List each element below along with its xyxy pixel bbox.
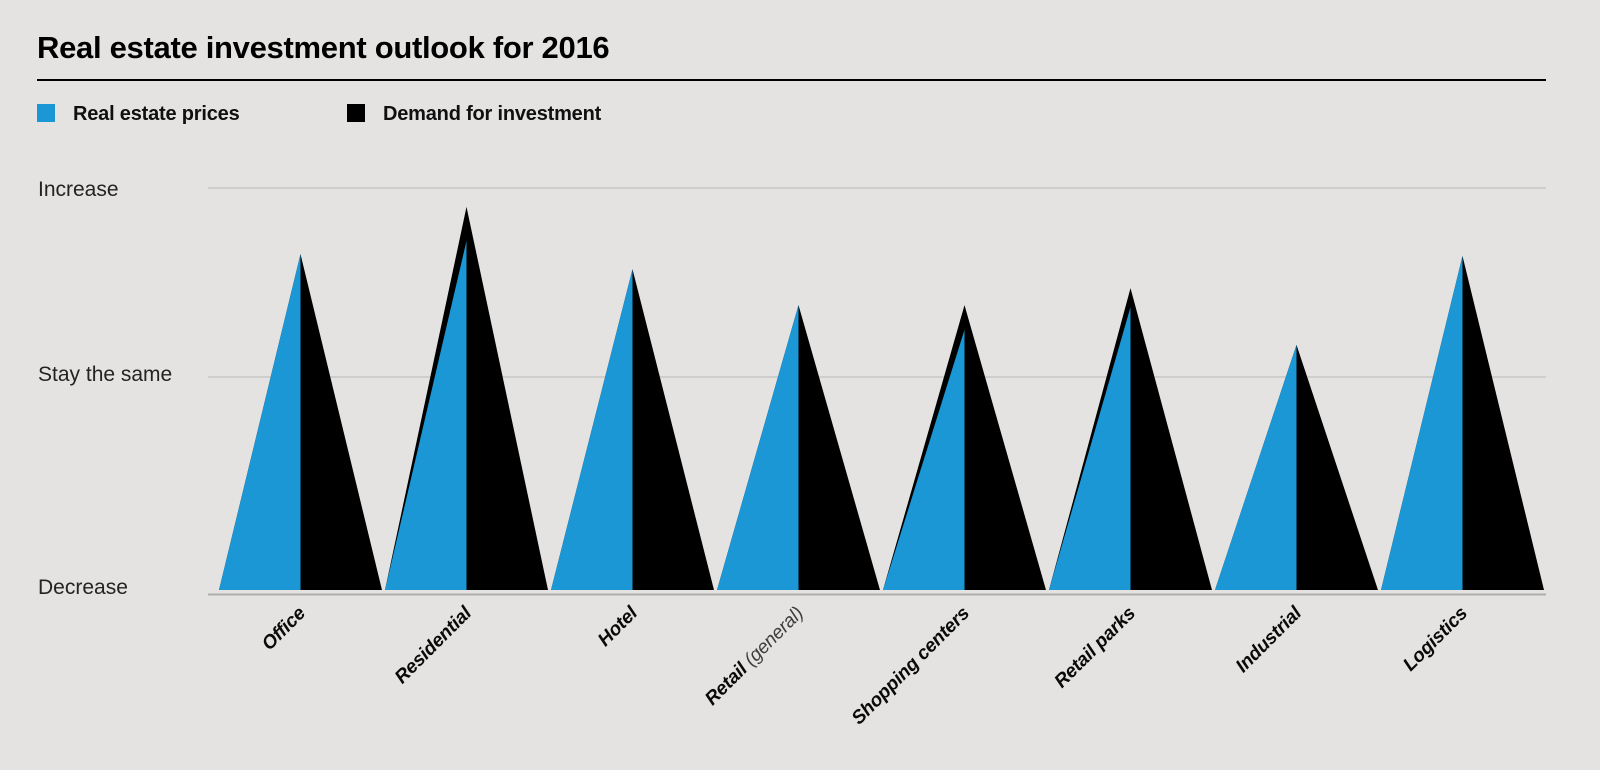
prices-triangle-retail-parks: [1049, 307, 1131, 590]
prices-triangle-residential: [385, 240, 467, 591]
legend-swatch-prices: [37, 104, 55, 122]
legend-label-prices: Real estate prices: [73, 103, 240, 125]
prices-triangle-office: [219, 254, 301, 590]
prices-triangle-industrial: [1215, 344, 1297, 590]
legend-label-demand: Demand for investment: [383, 103, 602, 125]
axis-label-increase: Increase: [38, 178, 119, 201]
axis-label-stay-the-same: Stay the same: [38, 363, 173, 386]
prices-triangle-retail-general: [717, 305, 799, 590]
axis-label-decrease: Decrease: [38, 576, 128, 599]
page-title: Real estate investment outlook for 2016: [37, 30, 610, 65]
prices-triangle-logistics: [1381, 256, 1463, 590]
legend-swatch-demand: [347, 104, 365, 122]
prices-triangle-shopping-centers: [883, 329, 965, 590]
title-divider: [37, 79, 1546, 81]
prices-triangle-hotel: [551, 269, 633, 590]
